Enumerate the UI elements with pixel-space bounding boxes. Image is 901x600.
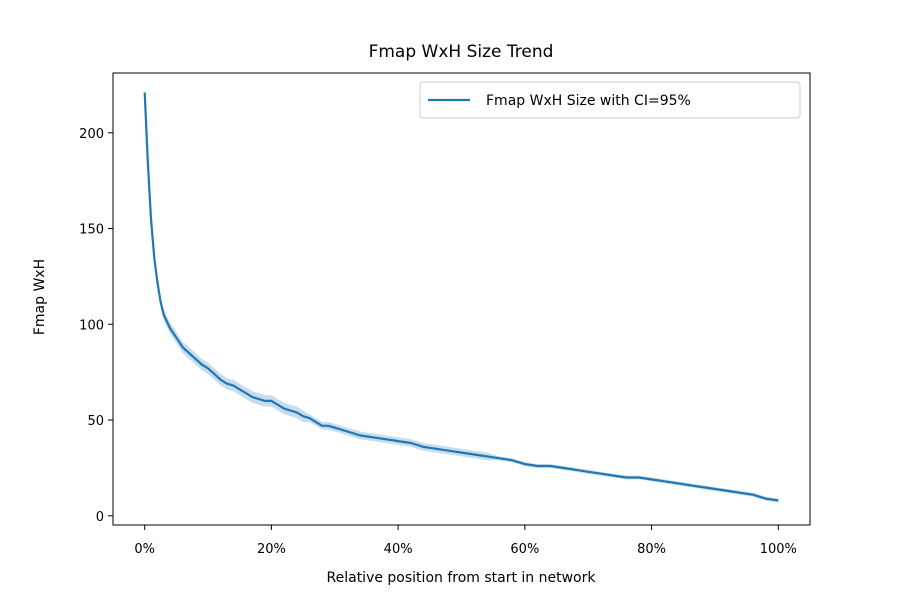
x-axis-label: Relative position from start in network — [327, 570, 597, 586]
x-tick-label: 100% — [760, 542, 797, 557]
legend: Fmap WxH Size with CI=95% — [419, 81, 801, 119]
y-tick-label: 50 — [87, 414, 104, 429]
y-tick-label: 200 — [79, 127, 104, 142]
axes: 0% 20% 40% 60% 80% 100% 0 50 100 150 200 — [79, 72, 811, 557]
legend-label: Fmap WxH Size with CI=95% — [486, 93, 691, 109]
x-tick-label: 80% — [637, 542, 666, 557]
series-line-0 — [143, 92, 779, 502]
x-tick-label: 40% — [384, 542, 413, 557]
plot-frame — [112, 72, 811, 526]
plot-area — [143, 92, 779, 503]
y-tick-label: 100 — [79, 318, 104, 333]
y-tick-label: 0 — [96, 510, 104, 525]
legend-box — [419, 81, 801, 119]
x-tick-label: 60% — [510, 542, 539, 557]
y-axis-label: Fmap WxH — [32, 259, 48, 335]
y-tick-label: 150 — [79, 223, 104, 238]
chart-title: Fmap WxH Size Trend — [369, 42, 554, 62]
x-tick-label: 20% — [257, 542, 286, 557]
x-tick-label: 0% — [134, 542, 155, 557]
